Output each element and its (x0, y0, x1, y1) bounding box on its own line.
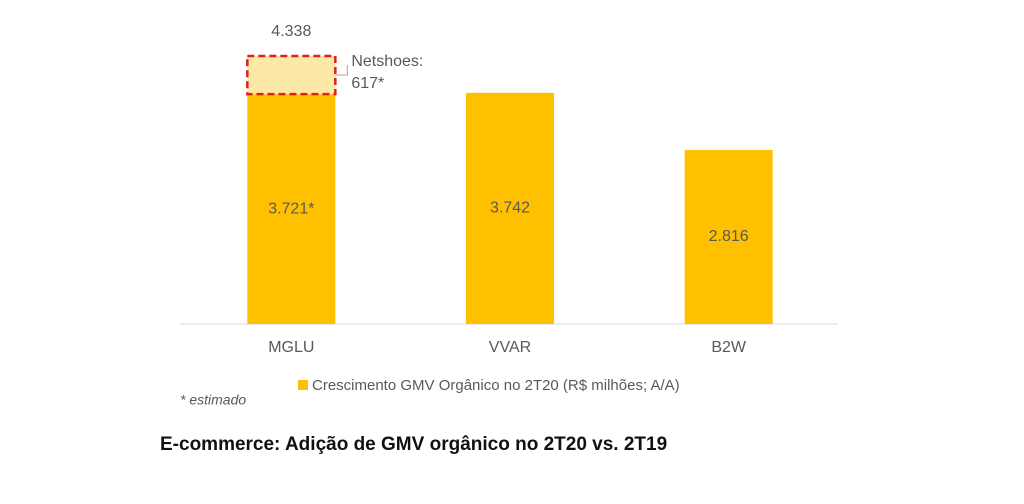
legend-label: Crescimento GMV Orgânico no 2T20 (R$ mil… (312, 377, 680, 394)
bar (684, 150, 773, 324)
leader-line (335, 65, 348, 76)
data-label: 3.721* (268, 200, 314, 217)
bar (247, 94, 336, 324)
bar-segment (246, 54, 337, 96)
annotation-name: Netshoes: (351, 53, 423, 70)
annotation-value: 617* (351, 75, 384, 92)
x-tick-label: B2W (711, 339, 747, 356)
total-label: 4.338 (271, 23, 311, 40)
bar (466, 92, 554, 325)
caption: E-commerce: Adição de GMV orgânico no 2T… (160, 434, 667, 455)
footnote: * estimado (180, 392, 246, 408)
x-tick-label: VVAR (489, 339, 531, 356)
data-label: 2.816 (709, 228, 749, 245)
data-label: 3.742 (490, 200, 530, 217)
legend-swatch (298, 380, 308, 390)
x-tick-label: MGLU (268, 339, 314, 356)
